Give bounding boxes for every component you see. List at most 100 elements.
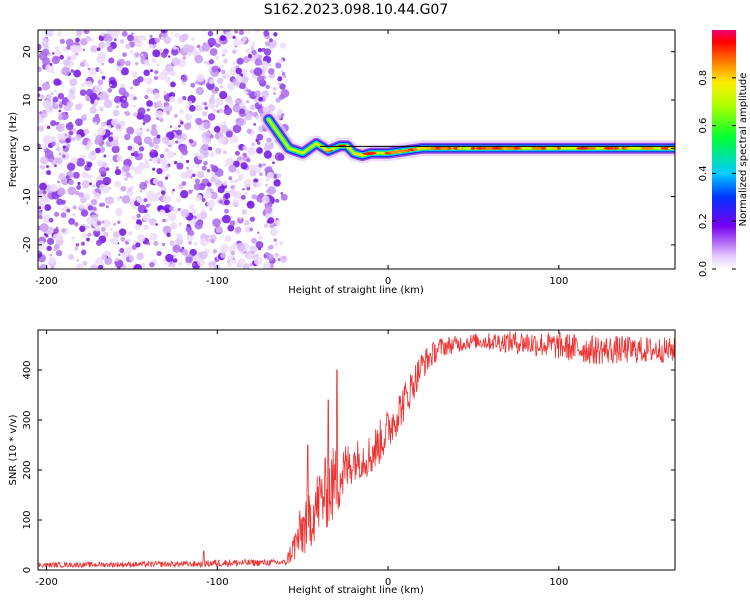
noise-speckle [240, 75, 249, 84]
noise-speckle [223, 58, 228, 64]
noise-speckle [53, 228, 59, 234]
noise-speckle [145, 77, 153, 85]
noise-speckle [142, 122, 146, 125]
noise-speckle [70, 157, 78, 164]
noise-speckle [264, 213, 270, 219]
noise-speckle [246, 186, 251, 191]
noise-speckle [256, 181, 262, 188]
noise-speckle [240, 195, 246, 200]
noise-speckle [180, 155, 184, 159]
noise-speckle [38, 93, 41, 98]
noise-speckle [279, 42, 287, 49]
noise-speckle [269, 228, 279, 237]
noise-speckle [209, 48, 218, 56]
noise-speckle [186, 235, 193, 242]
noise-speckle [69, 78, 78, 87]
noise-speckle [134, 224, 141, 231]
noise-speckle [176, 233, 183, 240]
noise-speckle [174, 32, 180, 38]
noise-speckle [108, 57, 115, 64]
noise-speckle [202, 131, 212, 140]
noise-speckle [112, 109, 120, 117]
noise-speckle [62, 46, 68, 52]
noise-speckle [57, 180, 60, 184]
noise-speckle [78, 192, 85, 198]
noise-speckle [238, 82, 246, 90]
noise-speckle [146, 190, 155, 199]
noise-speckle [168, 205, 175, 211]
noise-speckle [46, 38, 51, 42]
noise-speckle [264, 205, 273, 214]
noise-speckle [270, 164, 274, 168]
noise-speckle [224, 208, 229, 214]
noise-speckle [127, 187, 132, 192]
noise-speckle [156, 250, 162, 257]
noise-speckle [242, 36, 247, 42]
noise-speckle [125, 246, 133, 254]
noise-speckle [209, 104, 216, 110]
spectrogram-x-axis: -200 -100 0 100 [35, 30, 568, 287]
noise-speckle [233, 179, 238, 184]
noise-speckle [81, 180, 91, 189]
noise-speckle [108, 80, 118, 89]
ridge-peak [530, 146, 542, 150]
noise-speckle [277, 109, 283, 115]
ridge-peak [352, 153, 364, 156]
noise-speckle [143, 224, 149, 230]
noise-speckle [261, 195, 270, 204]
noise-speckle [122, 52, 127, 57]
noise-speckle [120, 100, 129, 109]
noise-speckle [117, 102, 121, 105]
noise-speckle [155, 110, 164, 119]
noise-speckle [81, 249, 87, 256]
noise-speckle [267, 217, 275, 224]
noise-speckle [49, 253, 53, 257]
noise-speckle [172, 258, 178, 263]
noise-speckle [234, 30, 239, 34]
noise-speckle [224, 31, 233, 39]
noise-speckle [40, 156, 49, 165]
noise-speckle [101, 75, 106, 80]
x-tick-label: 100 [549, 577, 568, 588]
noise-speckle [162, 136, 170, 144]
noise-speckle [228, 245, 236, 253]
noise-speckle [142, 213, 151, 222]
noise-speckle [225, 157, 234, 167]
noise-speckle [85, 173, 89, 177]
noise-speckle [84, 62, 90, 68]
noise-speckle [208, 59, 215, 65]
x-tick-label: 0 [385, 276, 391, 287]
noise-speckle [221, 48, 228, 55]
noise-speckle [131, 244, 137, 250]
noise-speckle [56, 146, 61, 152]
noise-speckle [197, 258, 206, 267]
noise-speckle [279, 255, 288, 263]
noise-speckle [48, 256, 57, 265]
noise-speckle [171, 57, 180, 66]
noise-speckle [246, 100, 250, 104]
noise-speckle [182, 56, 186, 60]
colorbar-ticks: 0.0 0.2 0.4 0.6 0.8 [698, 70, 736, 277]
noise-speckle [169, 240, 175, 246]
noise-speckle [38, 206, 42, 210]
noise-speckle [231, 199, 240, 208]
noise-speckle [133, 96, 137, 101]
noise-speckle [219, 85, 224, 89]
x-tick-label: 100 [549, 276, 568, 287]
colorbar-tick-label: 0.2 [698, 213, 709, 229]
noise-speckle [140, 262, 146, 268]
noise-speckle [276, 173, 282, 179]
noise-speckle [235, 67, 242, 75]
noise-speckle [101, 254, 108, 261]
ridge-peak [603, 146, 615, 150]
noise-speckle [61, 67, 70, 76]
noise-speckle [192, 173, 196, 177]
colorbar-tick-label: 0.8 [698, 70, 709, 86]
noise-speckle [113, 38, 117, 42]
noise-speckle [228, 164, 237, 173]
noise-speckle [140, 53, 144, 57]
noise-speckle [154, 70, 159, 75]
ridge-peak [504, 146, 516, 150]
noise-speckle [112, 222, 116, 226]
noise-speckle [62, 85, 65, 88]
